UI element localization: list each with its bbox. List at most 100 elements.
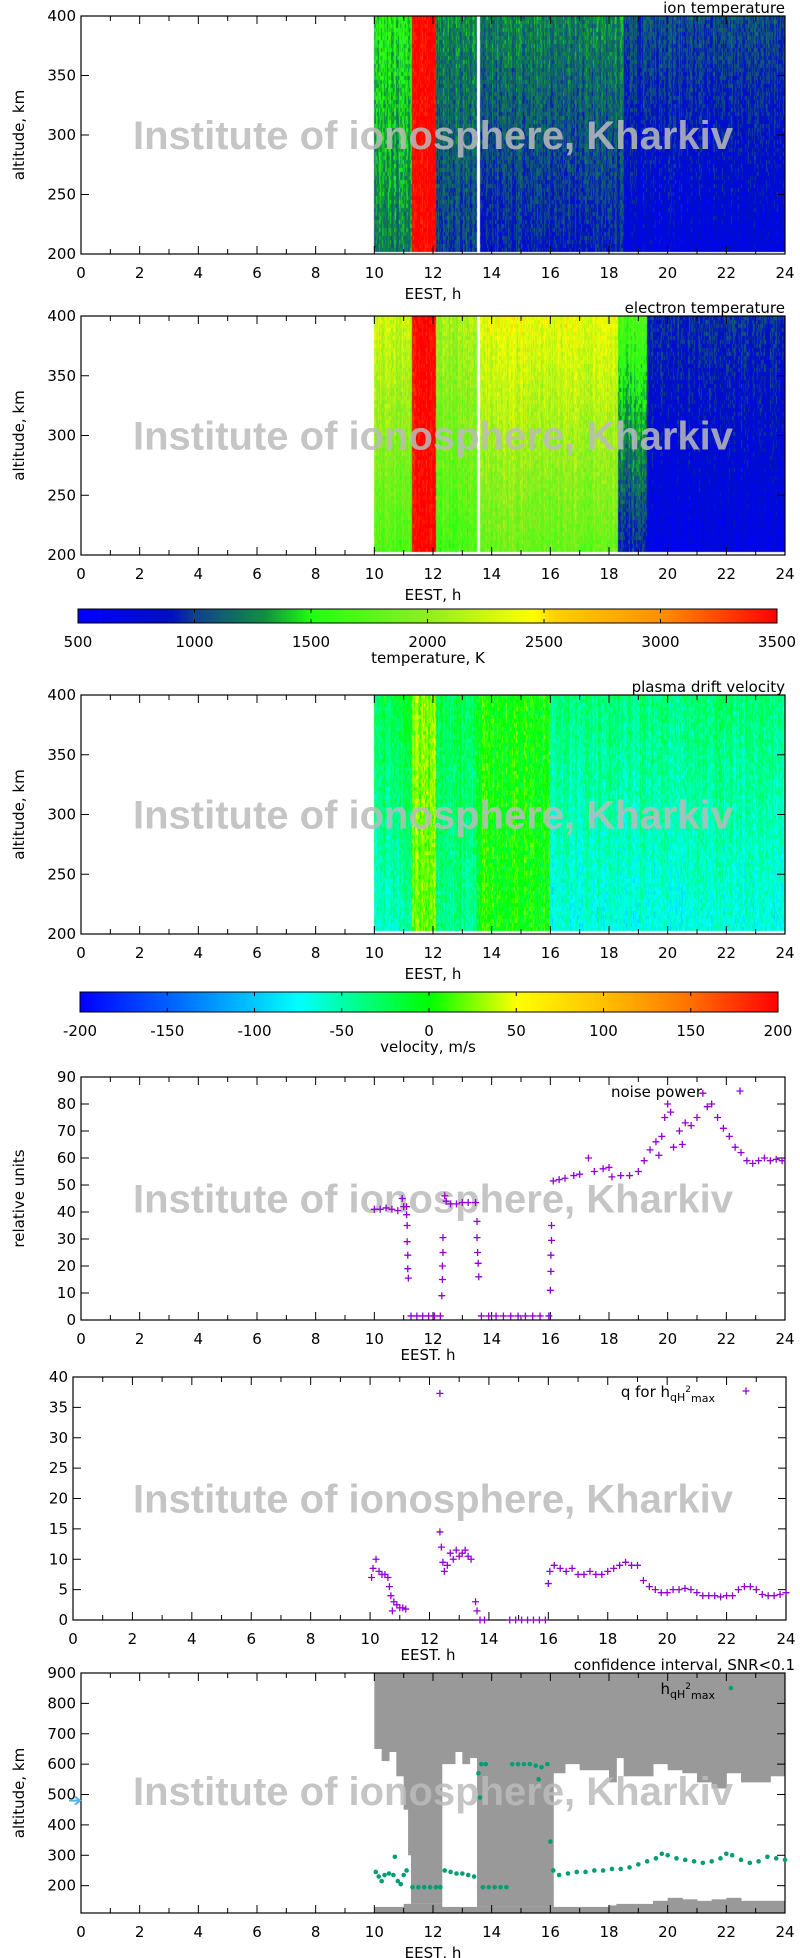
x-tick-label: 16 bbox=[541, 565, 560, 583]
data-point bbox=[376, 1874, 382, 1879]
data-point bbox=[618, 1866, 624, 1872]
data-point bbox=[404, 1251, 412, 1259]
data-point bbox=[628, 1561, 636, 1569]
data-point bbox=[711, 1592, 719, 1600]
y-tick-label: 90 bbox=[57, 1068, 76, 1086]
x-tick-label: 12 bbox=[420, 1630, 439, 1648]
data-point bbox=[404, 1868, 409, 1873]
legend-label: q for hqH2max bbox=[621, 1383, 716, 1405]
x-tick-label: 8 bbox=[311, 1923, 321, 1941]
data-point bbox=[749, 1159, 757, 1167]
x-tick-label: 8 bbox=[311, 565, 321, 583]
data-point bbox=[545, 1312, 553, 1320]
data-point bbox=[758, 1590, 766, 1598]
data-point bbox=[433, 1884, 439, 1890]
chart-title: plasma drift velocity bbox=[632, 678, 786, 696]
x-tick-label: 14 bbox=[482, 264, 501, 282]
data-point bbox=[439, 1234, 447, 1242]
x-tick-label: 18 bbox=[599, 1923, 618, 1941]
data-point bbox=[548, 1236, 556, 1244]
colorbar-tick-label: 100 bbox=[589, 1022, 618, 1040]
colorbar-tick-label: -200 bbox=[63, 1022, 97, 1040]
data-point bbox=[740, 1583, 748, 1591]
data-point bbox=[655, 1151, 663, 1159]
data-point bbox=[574, 1570, 582, 1578]
colorbar-tick-label: 50 bbox=[507, 1022, 526, 1040]
data-point bbox=[436, 1528, 444, 1536]
data-point bbox=[674, 1856, 679, 1861]
x-tick-label: 18 bbox=[598, 1630, 617, 1648]
data-point bbox=[391, 1872, 396, 1878]
y-tick-label: 80 bbox=[57, 1095, 76, 1113]
data-point bbox=[384, 1573, 392, 1581]
data-point bbox=[738, 1857, 744, 1863]
y-tick-label: 250 bbox=[47, 186, 76, 204]
x-tick-label: 0 bbox=[76, 1923, 86, 1941]
confidence-band-upper bbox=[455, 1673, 463, 1752]
data-point bbox=[492, 1884, 497, 1890]
x-tick-label: 6 bbox=[252, 944, 262, 962]
x-tick-label: 24 bbox=[775, 944, 794, 962]
y-tick-label: 600 bbox=[47, 1755, 76, 1773]
x-tick-label: 10 bbox=[365, 944, 384, 962]
confidence-band-upper bbox=[726, 1673, 742, 1774]
confidence-band-upper bbox=[411, 1673, 443, 1904]
data-point bbox=[590, 1168, 598, 1175]
watermark: Institute of ionosphere, Kharkiv bbox=[133, 415, 734, 459]
data-point bbox=[524, 1616, 532, 1624]
y-tick-label: 20 bbox=[57, 1257, 76, 1275]
data-point bbox=[667, 1108, 675, 1116]
confidence-band-upper bbox=[697, 1673, 713, 1783]
confidence-band-upper bbox=[381, 1673, 390, 1762]
confidence-band-upper bbox=[616, 1673, 625, 1759]
x-tick-label: 18 bbox=[599, 944, 618, 962]
data-point bbox=[600, 1868, 606, 1873]
data-point bbox=[550, 1868, 556, 1873]
legend-subscript: max bbox=[691, 1689, 715, 1702]
data-point bbox=[379, 1878, 384, 1884]
y-tick-label: 60 bbox=[57, 1149, 76, 1167]
data-point bbox=[427, 1884, 433, 1890]
x-tick-label: 10 bbox=[365, 565, 384, 583]
x-tick-label: 4 bbox=[194, 565, 204, 583]
data-point bbox=[536, 1312, 544, 1320]
data-point bbox=[436, 1312, 444, 1320]
y-tick-label: 20 bbox=[49, 1490, 68, 1508]
data-point bbox=[675, 1127, 683, 1135]
data-point bbox=[402, 1605, 410, 1613]
confidence-band-upper bbox=[741, 1673, 757, 1783]
data-point bbox=[403, 1203, 411, 1211]
data-point bbox=[604, 1567, 612, 1575]
data-point bbox=[403, 1222, 411, 1229]
data-point bbox=[441, 1192, 449, 1200]
data-point bbox=[370, 1205, 378, 1213]
confidence-band-lower bbox=[711, 1899, 727, 1913]
plasma-drift-velocity-heatmap bbox=[81, 695, 785, 934]
data-point bbox=[509, 1761, 515, 1767]
data-point bbox=[401, 1872, 406, 1878]
data-point bbox=[665, 1852, 670, 1858]
y-tick-label: 200 bbox=[47, 245, 76, 263]
x-tick-label: 16 bbox=[541, 944, 560, 962]
x-axis-label: EEST, h bbox=[405, 965, 462, 983]
x-tick-label: 14 bbox=[482, 1330, 501, 1348]
x-tick-label: 12 bbox=[423, 1330, 442, 1348]
y-tick-label: 700 bbox=[47, 1725, 76, 1743]
confidence-band-upper bbox=[667, 1673, 683, 1771]
data-point bbox=[425, 1312, 433, 1320]
x-tick-label: 22 bbox=[717, 1330, 736, 1348]
data-point bbox=[547, 1251, 555, 1259]
watermark: Institute of ionosphere, Kharkiv bbox=[133, 1178, 734, 1222]
legend-subscript: qH bbox=[670, 1391, 685, 1404]
data-point bbox=[776, 1590, 784, 1598]
data-point bbox=[609, 1866, 615, 1872]
y-tick-label: 30 bbox=[49, 1429, 68, 1447]
confidence-band-upper bbox=[408, 1673, 412, 1856]
data-point bbox=[746, 1583, 754, 1591]
data-point bbox=[376, 1205, 384, 1213]
data-point bbox=[410, 1884, 415, 1890]
x-tick-label: 4 bbox=[194, 944, 204, 962]
data-point bbox=[395, 1878, 401, 1884]
x-tick-label: 20 bbox=[658, 944, 677, 962]
confidence-band-upper bbox=[469, 1673, 478, 1759]
